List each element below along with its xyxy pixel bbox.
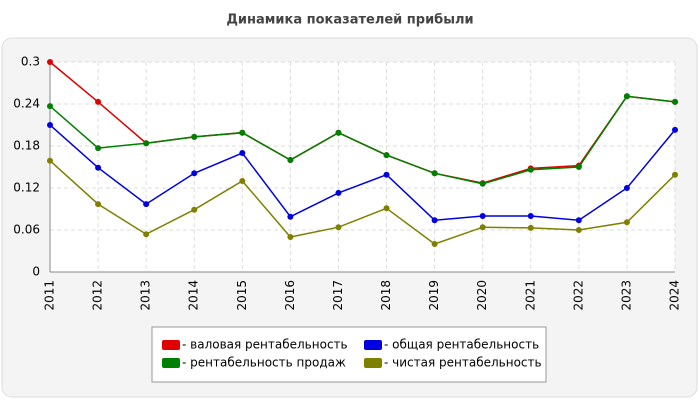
series-line (49, 124, 676, 221)
data-point (287, 157, 294, 163)
x-tick-label: 2015 (235, 280, 249, 311)
data-point (672, 171, 678, 178)
data-point (431, 241, 438, 247)
data-point (239, 150, 246, 156)
data-point (143, 201, 150, 208)
data-point (95, 98, 102, 105)
data-point (431, 170, 438, 177)
data-point (335, 189, 342, 196)
data-point (383, 205, 390, 212)
data-point (143, 140, 150, 147)
legend-label: - валовая рентабельность (182, 338, 348, 352)
data-point (575, 164, 582, 170)
data-point (575, 217, 582, 224)
data-point (239, 178, 246, 184)
data-point (335, 224, 342, 231)
legend-swatch (162, 340, 180, 350)
series-line (49, 95, 676, 185)
data-point (95, 201, 102, 208)
data-point (47, 157, 53, 164)
x-tick-label: 2012 (91, 280, 105, 311)
legend-swatch (364, 340, 382, 350)
legend-label: - чистая рентабельность (384, 356, 542, 370)
x-tick-label: 2011 (43, 280, 57, 311)
data-point (383, 171, 390, 178)
y-tick-label: 0.3 (21, 55, 40, 69)
data-point (575, 227, 582, 233)
data-point (191, 170, 198, 177)
x-tick-label: 2022 (571, 280, 585, 311)
x-tick-label: 2021 (523, 280, 537, 311)
x-tick-label: 2024 (668, 280, 682, 311)
data-point (527, 224, 534, 231)
data-point (479, 213, 486, 219)
data-point (143, 231, 150, 238)
data-point (191, 206, 198, 213)
data-point (527, 166, 534, 173)
data-point (95, 164, 102, 171)
data-point (47, 103, 53, 110)
data-point (47, 122, 53, 128)
y-tick-label: 0.06 (13, 223, 40, 237)
y-tick-label: 0.12 (13, 181, 40, 195)
data-point (47, 59, 53, 65)
data-point (623, 93, 630, 100)
data-point (623, 219, 630, 226)
legend (151, 326, 547, 383)
legend-label: - рентабельность продаж (182, 356, 346, 370)
data-point (287, 213, 294, 220)
x-tick-label: 2014 (187, 280, 201, 311)
data-point (479, 224, 486, 231)
legend-swatch (162, 358, 180, 368)
legend-label: - общая рентабельность (384, 338, 539, 352)
x-tick-label: 2020 (475, 280, 489, 311)
data-point (191, 133, 198, 140)
data-point (527, 213, 534, 219)
x-tick-label: 2019 (427, 280, 441, 311)
x-tick-label: 2017 (331, 280, 345, 311)
data-point (239, 129, 246, 136)
series-line (49, 160, 676, 245)
y-tick-label: 0.24 (13, 97, 40, 111)
data-point (383, 152, 390, 159)
data-point (95, 145, 102, 152)
x-tick-label: 2023 (619, 280, 633, 311)
data-point (623, 185, 630, 191)
data-point (672, 126, 678, 133)
x-tick-label: 2016 (283, 280, 297, 311)
x-tick-label: 2018 (379, 280, 393, 311)
x-tick-label: 2013 (139, 280, 153, 311)
data-point (479, 180, 486, 187)
data-point (287, 234, 294, 240)
y-tick-label: 0 (32, 265, 40, 279)
y-tick-label: 0.18 (13, 139, 40, 153)
data-point (335, 129, 342, 136)
chart-title: Динамика показателей прибыли (226, 13, 473, 28)
data-point (672, 98, 678, 105)
data-point (431, 217, 438, 224)
legend-swatch (364, 358, 382, 368)
